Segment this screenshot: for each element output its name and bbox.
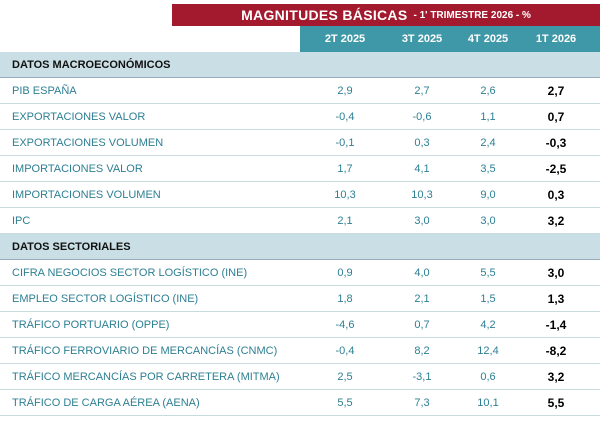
title-bar: MAGNITUDES BÁSICAS - 1' TRIMESTRE 2026 -… bbox=[172, 4, 600, 26]
cell-value: 2,7 bbox=[414, 85, 430, 97]
row-label: CIFRA NEGOCIOS SECTOR LOGÍSTICO (INE) bbox=[12, 267, 248, 279]
cell-value: 8,2 bbox=[414, 345, 430, 357]
row-label: PIB ESPAÑA bbox=[12, 85, 77, 97]
cell-value: 3,2 bbox=[547, 214, 565, 228]
cell-value: -0,4 bbox=[335, 111, 355, 123]
cell-value: -2,5 bbox=[545, 162, 567, 176]
row-label: TRÁFICO PORTUARIO (OPPE) bbox=[12, 319, 170, 331]
cell-value: 5,5 bbox=[337, 397, 353, 409]
cell-value: 10,3 bbox=[334, 189, 356, 201]
cell-value: 3,0 bbox=[414, 215, 430, 227]
table-row: TRÁFICO FERROVIARIO DE MERCANCÍAS (CNMC)… bbox=[0, 338, 600, 364]
cell-value: 5,5 bbox=[547, 396, 565, 410]
cell-value: -0,1 bbox=[335, 137, 355, 149]
title: MAGNITUDES BÁSICAS bbox=[241, 7, 408, 23]
table-row: CIFRA NEGOCIOS SECTOR LOGÍSTICO (INE) 0,9… bbox=[0, 260, 600, 286]
row-label: IMPORTACIONES VOLUMEN bbox=[12, 189, 161, 201]
cell-value: 9,0 bbox=[480, 189, 496, 201]
cell-value: 2,6 bbox=[480, 85, 496, 97]
cell-value: 3,0 bbox=[547, 266, 565, 280]
cell-value: 12,4 bbox=[477, 345, 499, 357]
table-row: TRÁFICO DE CARGA AÉREA (AENA) 5,5 7,3 10,1 5… bbox=[0, 390, 600, 416]
table-row: TRÁFICO PORTUARIO (OPPE) -4,6 0,7 4,2 -1,4 bbox=[0, 312, 600, 338]
cell-value: -4,6 bbox=[335, 319, 355, 331]
column-header: 3T 2025 bbox=[386, 26, 458, 52]
cell-value: 0,9 bbox=[337, 267, 353, 279]
cell-value: 4,1 bbox=[414, 163, 430, 175]
column-header: 1T 2026 bbox=[520, 26, 592, 52]
row-label: EMPLEO SECTOR LOGÍSTICO (INE) bbox=[12, 293, 199, 305]
cell-value: 10,3 bbox=[411, 189, 433, 201]
cell-value: 3,5 bbox=[480, 163, 496, 175]
table-row: IPC 2,1 3,0 3,0 3,2 bbox=[0, 208, 600, 234]
section-header: DATOS SECTORIALES bbox=[0, 234, 600, 260]
row-label: EXPORTACIONES VOLUMEN bbox=[12, 137, 164, 149]
section-header: DATOS MACROECONÓMICOS bbox=[0, 52, 600, 78]
column-header: 2T 2025 bbox=[309, 26, 381, 52]
cell-value: -8,2 bbox=[545, 344, 567, 358]
row-label: IMPORTACIONES VALOR bbox=[12, 163, 143, 175]
cell-value: 4,2 bbox=[480, 319, 496, 331]
table-row: EXPORTACIONES VALOR -0,4 -0,6 1,1 0,7 bbox=[0, 104, 600, 130]
cell-value: 3,0 bbox=[480, 215, 496, 227]
cell-value: 2,1 bbox=[414, 293, 430, 305]
row-label: IPC bbox=[12, 215, 31, 227]
table-row: TRÁFICO MERCANCÍAS POR CARRETERA (MITMA)… bbox=[0, 364, 600, 390]
row-label: TRÁFICO DE CARGA AÉREA (AENA) bbox=[12, 397, 200, 409]
cell-value: -0,4 bbox=[335, 345, 355, 357]
cell-value: 0,3 bbox=[414, 137, 430, 149]
cell-value: 0,3 bbox=[547, 188, 565, 202]
cell-value: 7,3 bbox=[414, 397, 430, 409]
table-row: EMPLEO SECTOR LOGÍSTICO (INE) 1,8 2,1 1,5 1,… bbox=[0, 286, 600, 312]
cell-value: 3,2 bbox=[547, 370, 565, 384]
cell-value: 0,7 bbox=[547, 110, 565, 124]
cell-value: 1,5 bbox=[480, 293, 496, 305]
cell-value: 5,5 bbox=[480, 267, 496, 279]
table-row: IMPORTACIONES VOLUMEN 10,3 10,3 9,0 0,3 bbox=[0, 182, 600, 208]
cell-value: 4,0 bbox=[414, 267, 430, 279]
table-row: EXPORTACIONES VOLUMEN -0,1 0,3 2,4 -0,3 bbox=[0, 130, 600, 156]
row-label: TRÁFICO FERROVIARIO DE MERCANCÍAS (CNMC) bbox=[12, 345, 278, 357]
cell-value: -3,1 bbox=[412, 371, 432, 383]
cell-value: 1,7 bbox=[337, 163, 353, 175]
cell-value: -0,6 bbox=[412, 111, 432, 123]
cell-value: 2,4 bbox=[480, 137, 496, 149]
cell-value: 1,8 bbox=[337, 293, 353, 305]
subtitle: - 1' TRIMESTRE 2026 - % bbox=[413, 9, 531, 21]
cell-value: 2,1 bbox=[337, 215, 353, 227]
section-title: DATOS SECTORIALES bbox=[12, 241, 131, 253]
table-row: PIB ESPAÑA 2,9 2,7 2,6 2,7 bbox=[0, 78, 600, 104]
cell-value: 0,6 bbox=[480, 371, 496, 383]
cell-value: 2,5 bbox=[337, 371, 353, 383]
row-label: EXPORTACIONES VALOR bbox=[12, 111, 146, 123]
cell-value: 1,3 bbox=[547, 292, 565, 306]
table-row: IMPORTACIONES VALOR 1,7 4,1 3,5 -2,5 bbox=[0, 156, 600, 182]
cell-value: 2,9 bbox=[337, 85, 353, 97]
cell-value: 1,1 bbox=[480, 111, 496, 123]
cell-value: 2,7 bbox=[547, 84, 565, 98]
row-label: TRÁFICO MERCANCÍAS POR CARRETERA (MITMA) bbox=[12, 371, 280, 383]
cell-value: -1,4 bbox=[545, 318, 567, 332]
column-header: 4T 2025 bbox=[452, 26, 524, 52]
cell-value: 10,1 bbox=[477, 397, 499, 409]
section-title: DATOS MACROECONÓMICOS bbox=[12, 59, 171, 71]
column-header-row: 2T 2025 3T 2025 4T 2025 1T 2026 bbox=[0, 26, 600, 52]
cell-value: 0,7 bbox=[414, 319, 430, 331]
cell-value: -0,3 bbox=[545, 136, 567, 150]
